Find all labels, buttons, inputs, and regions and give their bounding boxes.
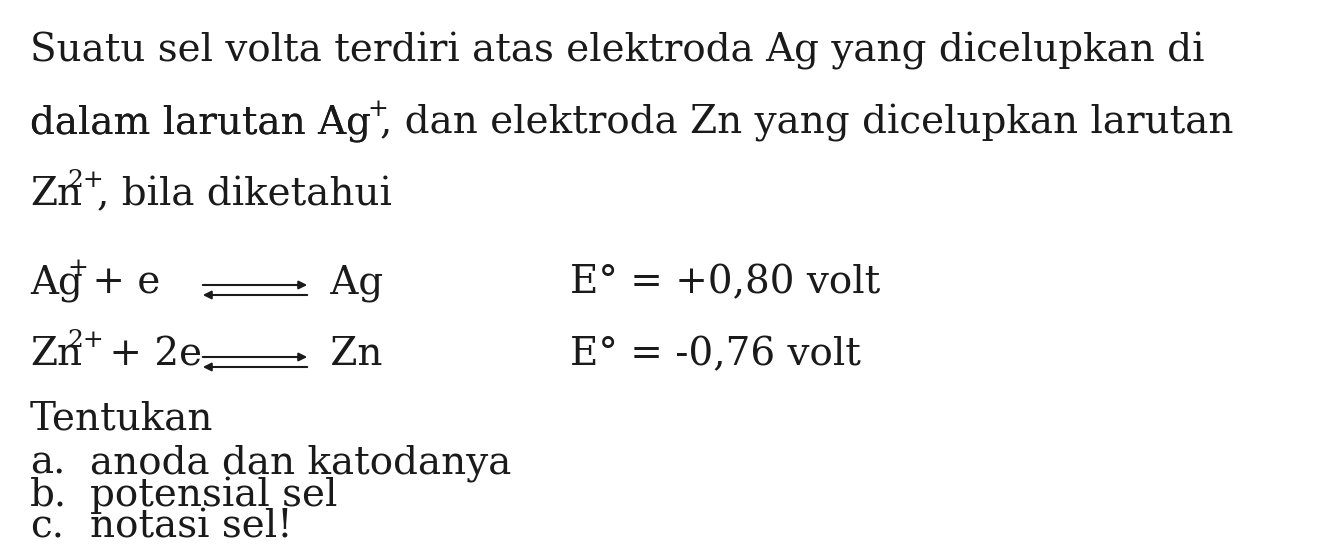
Text: +: +: [67, 257, 87, 280]
Text: Tentukan: Tentukan: [30, 401, 213, 438]
Text: Suatu sel volta terdiri atas elektroda Ag yang dicelupkan di: Suatu sel volta terdiri atas elektroda A…: [30, 33, 1205, 71]
Text: Zn: Zn: [30, 176, 82, 213]
Text: + e: + e: [81, 264, 173, 301]
Text: Ag: Ag: [318, 264, 384, 301]
Text: , bila diketahui: , bila diketahui: [97, 176, 392, 213]
Text: 2+: 2+: [67, 169, 103, 192]
Text: Ag: Ag: [30, 264, 83, 301]
Text: E° = -0,76 volt: E° = -0,76 volt: [570, 336, 860, 373]
Text: a.: a.: [30, 445, 66, 482]
Text: , dan elektroda Zn yang dicelupkan larutan: , dan elektroda Zn yang dicelupkan larut…: [380, 104, 1233, 142]
Text: notasi sel!: notasi sel!: [90, 509, 293, 546]
Text: b.: b.: [30, 477, 67, 514]
Text: 2+: 2+: [67, 329, 103, 352]
Text: Zn: Zn: [318, 336, 382, 373]
Text: dalam larutan Ag: dalam larutan Ag: [30, 105, 370, 142]
Text: Zn: Zn: [30, 336, 82, 373]
Text: + 2e: + 2e: [97, 336, 215, 373]
Text: +: +: [366, 98, 388, 121]
Text: E° = +0,80 volt: E° = +0,80 volt: [570, 264, 880, 301]
Text: anoda dan katodanya: anoda dan katodanya: [90, 445, 511, 482]
Text: c.: c.: [30, 509, 64, 546]
Text: dalam larutan Ag: dalam larutan Ag: [30, 105, 370, 142]
Text: potensial sel: potensial sel: [90, 476, 337, 514]
